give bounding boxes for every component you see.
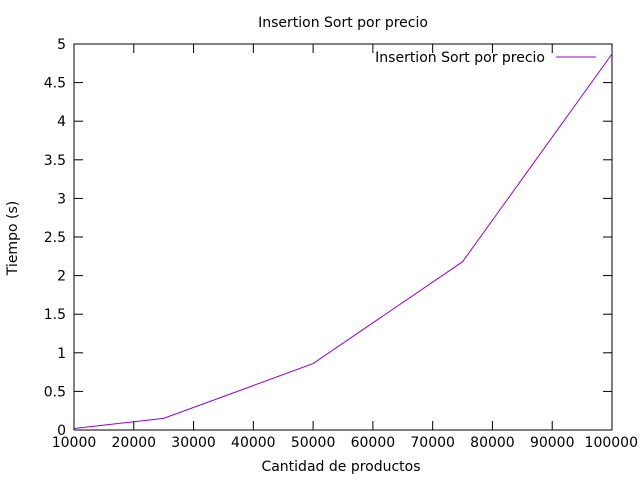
x-tick-label: 30000 (171, 435, 216, 451)
y-tick-label: 3 (57, 191, 66, 207)
y-tick-label: 1.5 (44, 307, 66, 323)
y-tick-label: 0.5 (44, 384, 66, 400)
series-layer (73, 53, 613, 429)
x-axis-label: Cantidad de productos (261, 459, 420, 475)
x-tick-label: 10000 (52, 435, 97, 451)
legend-label: Insertion Sort por precio (375, 50, 545, 66)
legend: Insertion Sort por precio (375, 50, 596, 66)
x-tick-label: 70000 (410, 435, 455, 451)
y-tick-label: 0 (57, 423, 66, 439)
x-tick-label: 40000 (231, 435, 276, 451)
y-tick-label: 4.5 (44, 76, 66, 92)
x-tick-label: 90000 (530, 435, 575, 451)
y-tick-label: 2 (57, 269, 66, 285)
y-tick-label: 5 (57, 37, 66, 53)
y-tick-label: 4 (57, 114, 66, 130)
y-tick-label: 1 (57, 346, 66, 362)
y-ticks: 0 0.5 1 1.5 2 2.5 3 3.5 4 4.5 5 (44, 37, 612, 439)
x-tick-label: 80000 (470, 435, 515, 451)
series-line (73, 53, 613, 429)
chart-title: Insertion Sort por precio (258, 15, 428, 31)
x-tick-label: 50000 (291, 435, 336, 451)
y-tick-label: 3.5 (44, 153, 66, 169)
x-tick-label: 60000 (351, 435, 396, 451)
x-tick-label: 20000 (112, 435, 157, 451)
y-tick-label: 2.5 (44, 230, 66, 246)
plot-frame (73, 43, 613, 431)
x-ticks: 10000 20000 30000 40000 50000 60000 70000 80000… (52, 44, 638, 451)
x-tick-label: 100000 (585, 435, 638, 451)
y-axis-label: Tiempo (s) (5, 201, 21, 276)
